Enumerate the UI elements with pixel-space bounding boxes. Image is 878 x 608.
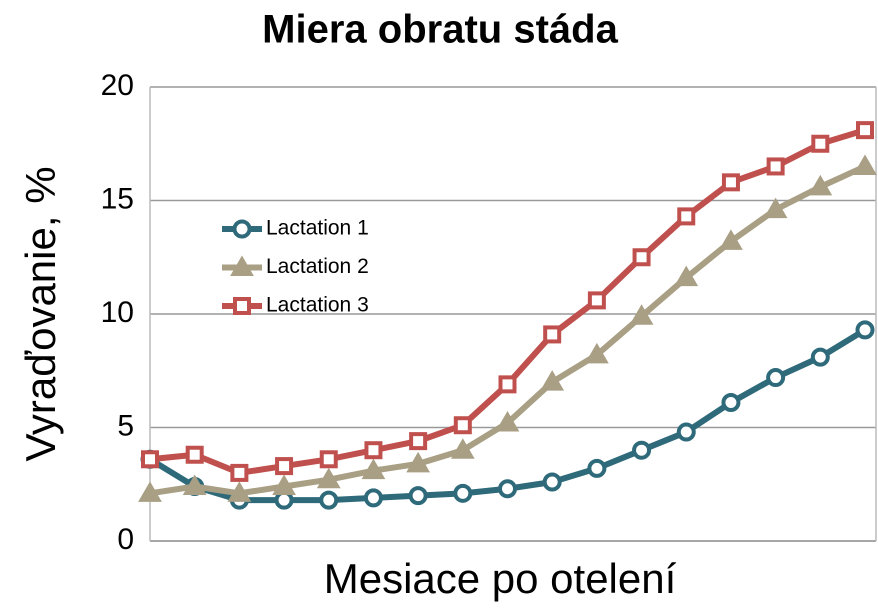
data-point	[719, 229, 743, 250]
data-point	[721, 173, 740, 192]
data-point	[676, 422, 696, 442]
data-point	[316, 467, 341, 489]
data-point	[721, 393, 741, 413]
data-point	[450, 438, 475, 459]
data-point	[138, 481, 162, 502]
data-point	[453, 416, 472, 435]
data-point	[766, 157, 785, 176]
data-point	[408, 486, 428, 506]
data-point	[495, 410, 520, 432]
data-point	[141, 450, 159, 469]
data-point	[585, 342, 609, 364]
x-axis-label: Mesiace po otelení	[324, 555, 677, 602]
data-point	[810, 347, 830, 367]
data-point	[406, 451, 430, 473]
data-point	[364, 441, 383, 460]
data-point	[808, 174, 833, 196]
data-point	[543, 325, 562, 344]
data-point	[363, 488, 383, 508]
data-point	[766, 368, 786, 388]
y-tick-label: 15	[101, 182, 134, 215]
legend-marker	[233, 297, 251, 315]
data-point	[409, 432, 428, 451]
data-point	[498, 479, 517, 499]
data-point	[587, 458, 607, 478]
data-point	[227, 481, 252, 502]
data-point	[453, 483, 473, 503]
data-point	[275, 457, 294, 476]
legend-label: Lactation 1	[266, 217, 369, 240]
data-point	[674, 265, 699, 287]
legend-label: Lactation 2	[266, 255, 369, 278]
data-point	[677, 207, 696, 226]
data-point	[542, 472, 562, 492]
data-point	[361, 458, 386, 480]
data-point	[853, 154, 877, 175]
data-point	[855, 320, 875, 340]
data-point	[811, 134, 830, 153]
y-tick-label: 0	[117, 523, 134, 556]
data-point	[540, 370, 565, 391]
data-point	[856, 121, 874, 140]
data-point	[319, 450, 338, 469]
legend-marker	[230, 255, 254, 276]
data-point	[272, 474, 296, 496]
data-point	[230, 463, 249, 482]
data-point	[629, 304, 654, 325]
y-tick-label: 10	[101, 296, 134, 329]
y-axis-label: Vyraďovanie, %	[17, 166, 64, 461]
legend-label: Lactation 3	[266, 294, 369, 317]
y-tick-label: 5	[117, 409, 134, 442]
data-point	[763, 197, 788, 219]
data-point	[587, 291, 606, 310]
data-point	[632, 440, 652, 460]
data-point	[632, 248, 651, 267]
y-tick-label: 20	[101, 69, 134, 102]
chart-title: Miera obratu stáda	[262, 8, 618, 52]
data-point	[185, 445, 204, 464]
data-point	[182, 474, 207, 496]
data-point	[498, 375, 517, 394]
legend-marker	[232, 219, 252, 239]
data-point	[319, 490, 339, 510]
series-line	[149, 163, 867, 497]
